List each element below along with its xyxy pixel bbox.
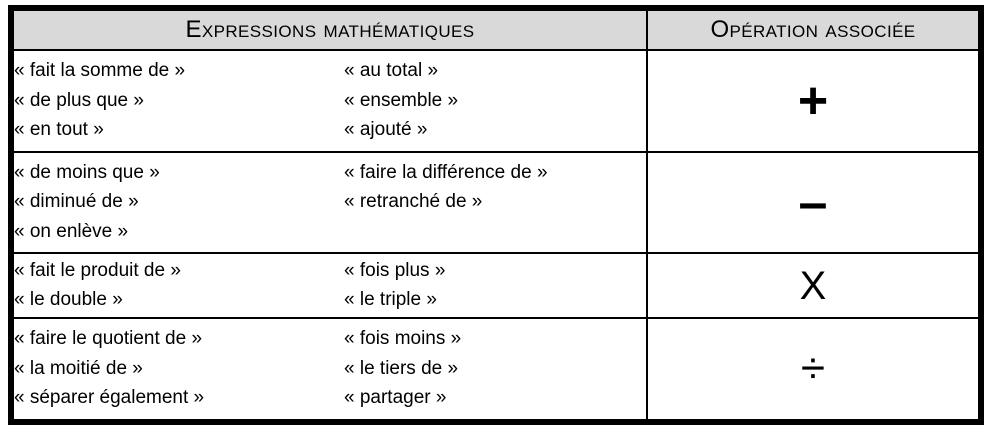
expression-item: « le triple » [344, 289, 437, 311]
expression-item: « ajouté » [344, 119, 428, 141]
expression-item: « le double » [14, 289, 123, 311]
expressions-cell-subtraction: « de moins que » « faire la différence d… [12, 150, 648, 255]
expression-grid: « fait la somme de » « au total » « de p… [14, 61, 646, 141]
expression-item: « diminué de » [14, 191, 139, 213]
header-label-expressions: Expressions mathématiques [185, 16, 475, 43]
plus-icon: + [797, 71, 829, 130]
table-row: « de moins que » « faire la différence d… [12, 150, 980, 255]
expression-item: « la moitié de » [14, 357, 143, 379]
expression-item: « en tout » [14, 119, 104, 141]
expression-item: « ensemble » [344, 89, 459, 111]
operation-cell-division: ÷ [646, 317, 980, 421]
operation-cell-multiplication: X [646, 252, 980, 320]
expressions-cell-division: « faire le quotient de » « fois moins » … [12, 317, 648, 421]
expression-item: « au total » [344, 60, 439, 82]
expression-grid: « de moins que » « faire la différence d… [14, 161, 646, 243]
expression-item: « on enlève » [14, 220, 129, 242]
table-row: « fait la somme de » « au total » « de p… [12, 49, 980, 153]
math-expressions-table: Expressions mathématiques Opération asso… [12, 9, 980, 421]
expressions-cell-multiplication: « fait le produit de » « fois plus » « l… [12, 252, 648, 320]
expression-item: « de plus que » [14, 89, 144, 111]
minus-icon: – [798, 173, 828, 232]
table-row: « faire le quotient de » « fois moins » … [12, 317, 980, 421]
table-body: « fait la somme de » « au total » « de p… [12, 49, 980, 421]
operation-cell-subtraction: – [646, 150, 980, 255]
expression-item: « partager » [344, 387, 447, 409]
expression-item: « retranché de » [344, 191, 483, 213]
table-header-row: Expressions mathématiques Opération asso… [12, 9, 980, 51]
expression-item: « faire le quotient de » [14, 328, 203, 350]
vocabulary-table-container: Expressions mathématiques Opération asso… [8, 5, 984, 425]
multiply-icon: X [799, 263, 827, 308]
expression-item: « séparer également » [14, 387, 205, 409]
header-cell-operation: Opération associée [646, 9, 980, 51]
divide-icon: ÷ [800, 344, 826, 394]
expression-item: « fait la somme de » [14, 60, 186, 82]
header-cell-expressions: Expressions mathématiques [12, 9, 648, 51]
expression-item: « fait le produit de » [14, 259, 181, 281]
expression-grid: « faire le quotient de » « fois moins » … [14, 329, 646, 409]
expression-item: « de moins que » [14, 161, 160, 183]
expression-grid: « fait le produit de » « fois plus » « l… [14, 259, 646, 311]
expression-item: « le tiers de » [344, 357, 459, 379]
header-label-operation: Opération associée [710, 16, 916, 43]
expression-item: « fois plus » [344, 259, 446, 281]
expression-item: « faire la différence de » [344, 161, 548, 183]
operation-cell-addition: + [646, 49, 980, 153]
expression-item: « fois moins » [344, 328, 462, 350]
expressions-cell-addition: « fait la somme de » « au total » « de p… [12, 49, 648, 153]
table-row: « fait le produit de » « fois plus » « l… [12, 252, 980, 320]
